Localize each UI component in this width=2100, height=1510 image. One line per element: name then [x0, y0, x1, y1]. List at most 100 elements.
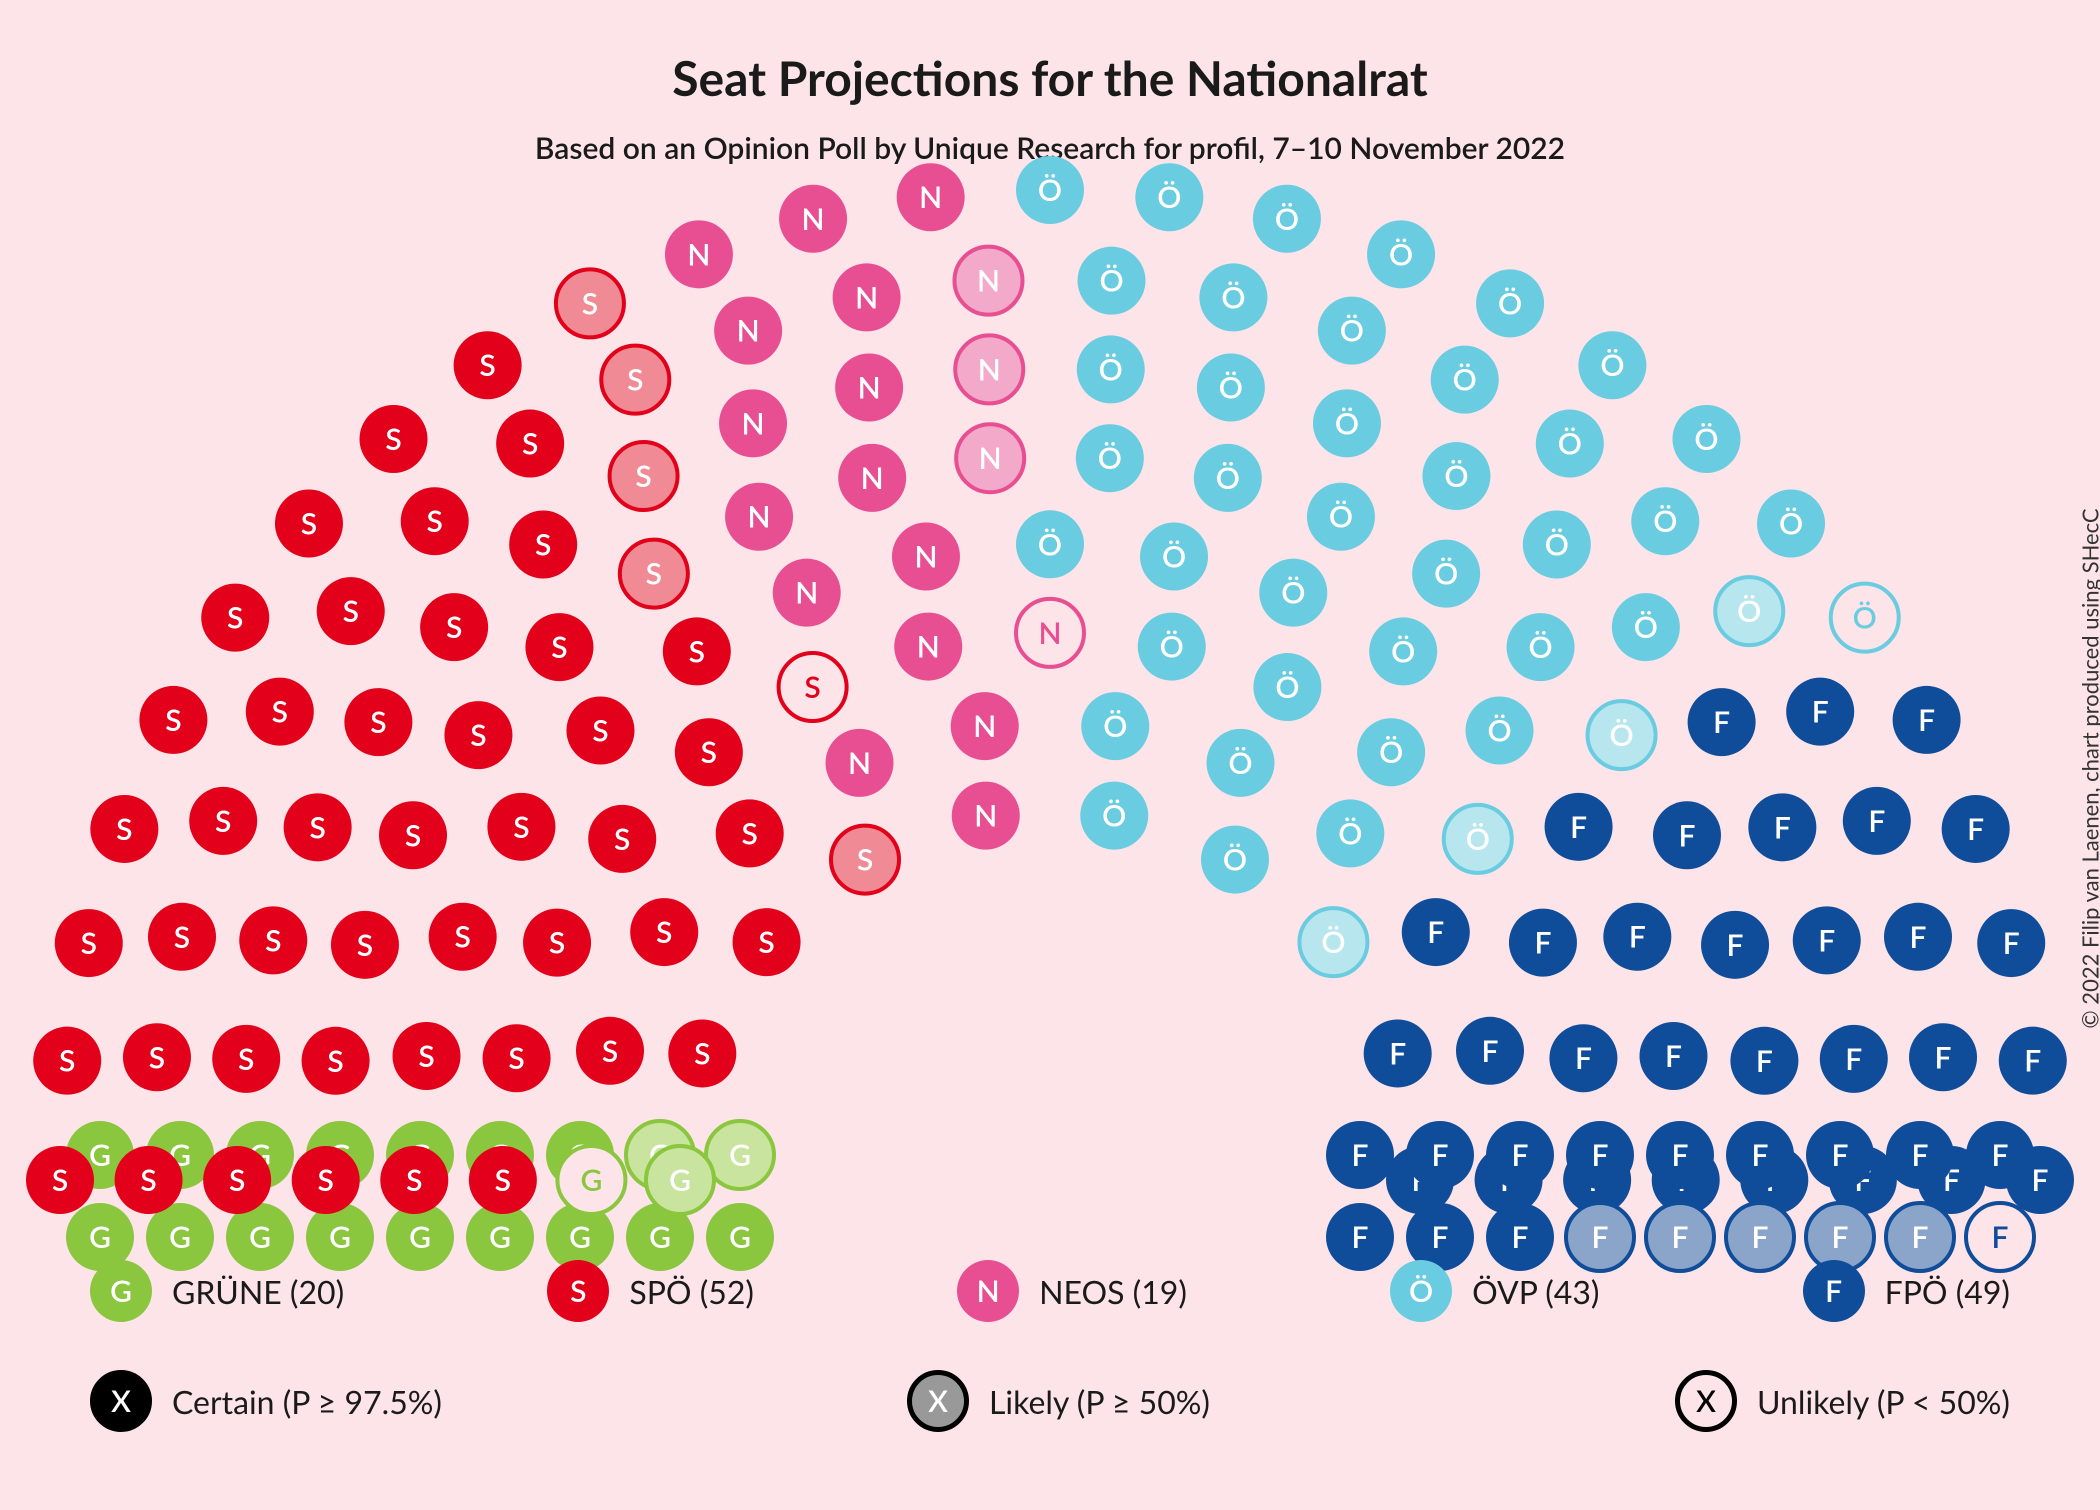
- seat-Ö: Ö: [1631, 487, 1699, 555]
- seat-S: S: [525, 613, 593, 681]
- seat-Ö: Ö: [1078, 247, 1146, 315]
- seat-S: S: [331, 911, 399, 979]
- seat-F: F: [1909, 1023, 1977, 1091]
- seat-S: S: [576, 1017, 644, 1085]
- seat-S: S: [566, 696, 634, 764]
- seat-S: S: [275, 490, 343, 558]
- seat-S: S: [523, 909, 591, 977]
- svg-text:Ö: Ö: [1487, 712, 1511, 748]
- svg-text:Ö: Ö: [1216, 460, 1240, 496]
- svg-text:F: F: [1912, 1219, 1929, 1255]
- seat-Ö: Ö: [1672, 405, 1740, 473]
- svg-text:S: S: [479, 347, 495, 383]
- svg-text:Ö: Ö: [1434, 556, 1458, 592]
- seat-Ö: Ö: [1466, 696, 1534, 764]
- svg-text:Ö: Ö: [1099, 263, 1123, 299]
- svg-text:F: F: [1352, 1219, 1369, 1255]
- svg-text:F: F: [1912, 1137, 1929, 1173]
- seat-G: G: [706, 1121, 774, 1189]
- seat-S: S: [663, 617, 731, 685]
- svg-text:S: S: [343, 593, 359, 629]
- svg-text:F: F: [1482, 1033, 1499, 1069]
- seat-S: S: [344, 688, 412, 756]
- legend-dot: F: [1803, 1260, 1865, 1322]
- svg-text:S: S: [694, 1035, 710, 1071]
- seat-F: F: [1966, 1121, 2034, 1189]
- seat-Ö: Ö: [1201, 826, 1269, 894]
- seat-S: S: [831, 826, 899, 894]
- seat-S: S: [380, 1146, 448, 1214]
- svg-text:Ö: Ö: [1653, 503, 1677, 539]
- svg-text:Ö: Ö: [1453, 362, 1477, 398]
- seat-S: S: [139, 686, 207, 754]
- svg-text:G: G: [729, 1219, 751, 1255]
- svg-text:N: N: [795, 575, 818, 611]
- legend-dot: S: [547, 1260, 609, 1322]
- seat-Ö: Ö: [1140, 523, 1208, 591]
- svg-text:F: F: [1512, 1137, 1529, 1173]
- svg-text:F: F: [1832, 1137, 1849, 1173]
- svg-text:N: N: [861, 460, 884, 496]
- seat-Ö: Ö: [1367, 220, 1435, 288]
- seat-S: S: [33, 1027, 101, 1095]
- seat-N: N: [951, 692, 1019, 760]
- svg-text:F: F: [1512, 1219, 1529, 1255]
- svg-text:Ö: Ö: [1038, 172, 1062, 208]
- svg-text:G: G: [669, 1162, 691, 1198]
- svg-text:Ö: Ö: [1558, 426, 1582, 462]
- svg-text:G: G: [581, 1162, 603, 1198]
- legend-label: Likely (P ≥ 50%): [989, 1382, 1210, 1421]
- legend-dot: Ö: [1390, 1260, 1452, 1322]
- svg-text:S: S: [406, 1162, 422, 1198]
- seat-F: F: [1456, 1017, 1524, 1085]
- seat-F: F: [1326, 1121, 1394, 1189]
- seat-Ö: Ö: [1206, 729, 1274, 797]
- svg-text:S: S: [149, 1039, 165, 1075]
- legend-dot: G: [90, 1260, 152, 1322]
- seat-F: F: [1726, 1121, 1794, 1189]
- seat-F: F: [1603, 903, 1671, 971]
- seat-F: F: [1639, 1022, 1707, 1090]
- seat-S: S: [556, 269, 624, 337]
- svg-text:S: S: [81, 925, 97, 961]
- legend-label: Unlikely (P < 50%): [1757, 1382, 2010, 1421]
- svg-text:F: F: [1672, 1137, 1689, 1173]
- seat-F: F: [1406, 1121, 1474, 1189]
- svg-text:S: S: [582, 285, 598, 321]
- seat-S: S: [733, 908, 801, 976]
- seat-F: F: [1843, 787, 1911, 855]
- svg-text:Ö: Ö: [1098, 440, 1122, 476]
- seat-F: F: [1509, 909, 1577, 977]
- svg-text:Ö: Ö: [1444, 458, 1468, 494]
- svg-text:S: S: [140, 1162, 156, 1198]
- party-legend: GGRÜNE (20)SSPÖ (52)NNEOS (19)ÖÖVP (43)F…: [90, 1260, 2010, 1322]
- legend-label: GRÜNE (20): [172, 1272, 344, 1311]
- seat-Ö: Ö: [1476, 269, 1544, 337]
- svg-text:N: N: [914, 539, 937, 575]
- seat-Ö: Ö: [1299, 908, 1367, 976]
- svg-text:F: F: [1756, 1043, 1773, 1079]
- seat-S: S: [429, 903, 497, 971]
- svg-text:F: F: [1935, 1039, 1952, 1075]
- seat-N: N: [826, 729, 894, 797]
- seat-Ö: Ö: [1578, 331, 1646, 399]
- svg-text:Ö: Ö: [1340, 313, 1364, 349]
- svg-text:S: S: [52, 1162, 68, 1198]
- seat-S: S: [610, 442, 678, 510]
- svg-text:F: F: [2003, 925, 2020, 961]
- svg-text:N: N: [974, 798, 997, 834]
- svg-text:Ö: Ö: [1157, 179, 1181, 215]
- seat-Ö: Ö: [1444, 805, 1512, 873]
- svg-text:N: N: [858, 370, 881, 406]
- seat-S: S: [239, 906, 307, 974]
- svg-text:F: F: [1845, 1041, 1862, 1077]
- svg-text:S: S: [215, 803, 231, 839]
- seat-F: F: [1566, 1121, 1634, 1189]
- legend-prob-item: XCertain (P ≥ 97.5%): [90, 1370, 442, 1432]
- svg-text:S: S: [318, 1162, 334, 1198]
- svg-text:F: F: [1918, 702, 1935, 738]
- svg-text:S: S: [513, 809, 529, 845]
- svg-text:G: G: [329, 1219, 351, 1255]
- svg-text:F: F: [1832, 1219, 1849, 1255]
- seat-F: F: [1486, 1121, 1554, 1189]
